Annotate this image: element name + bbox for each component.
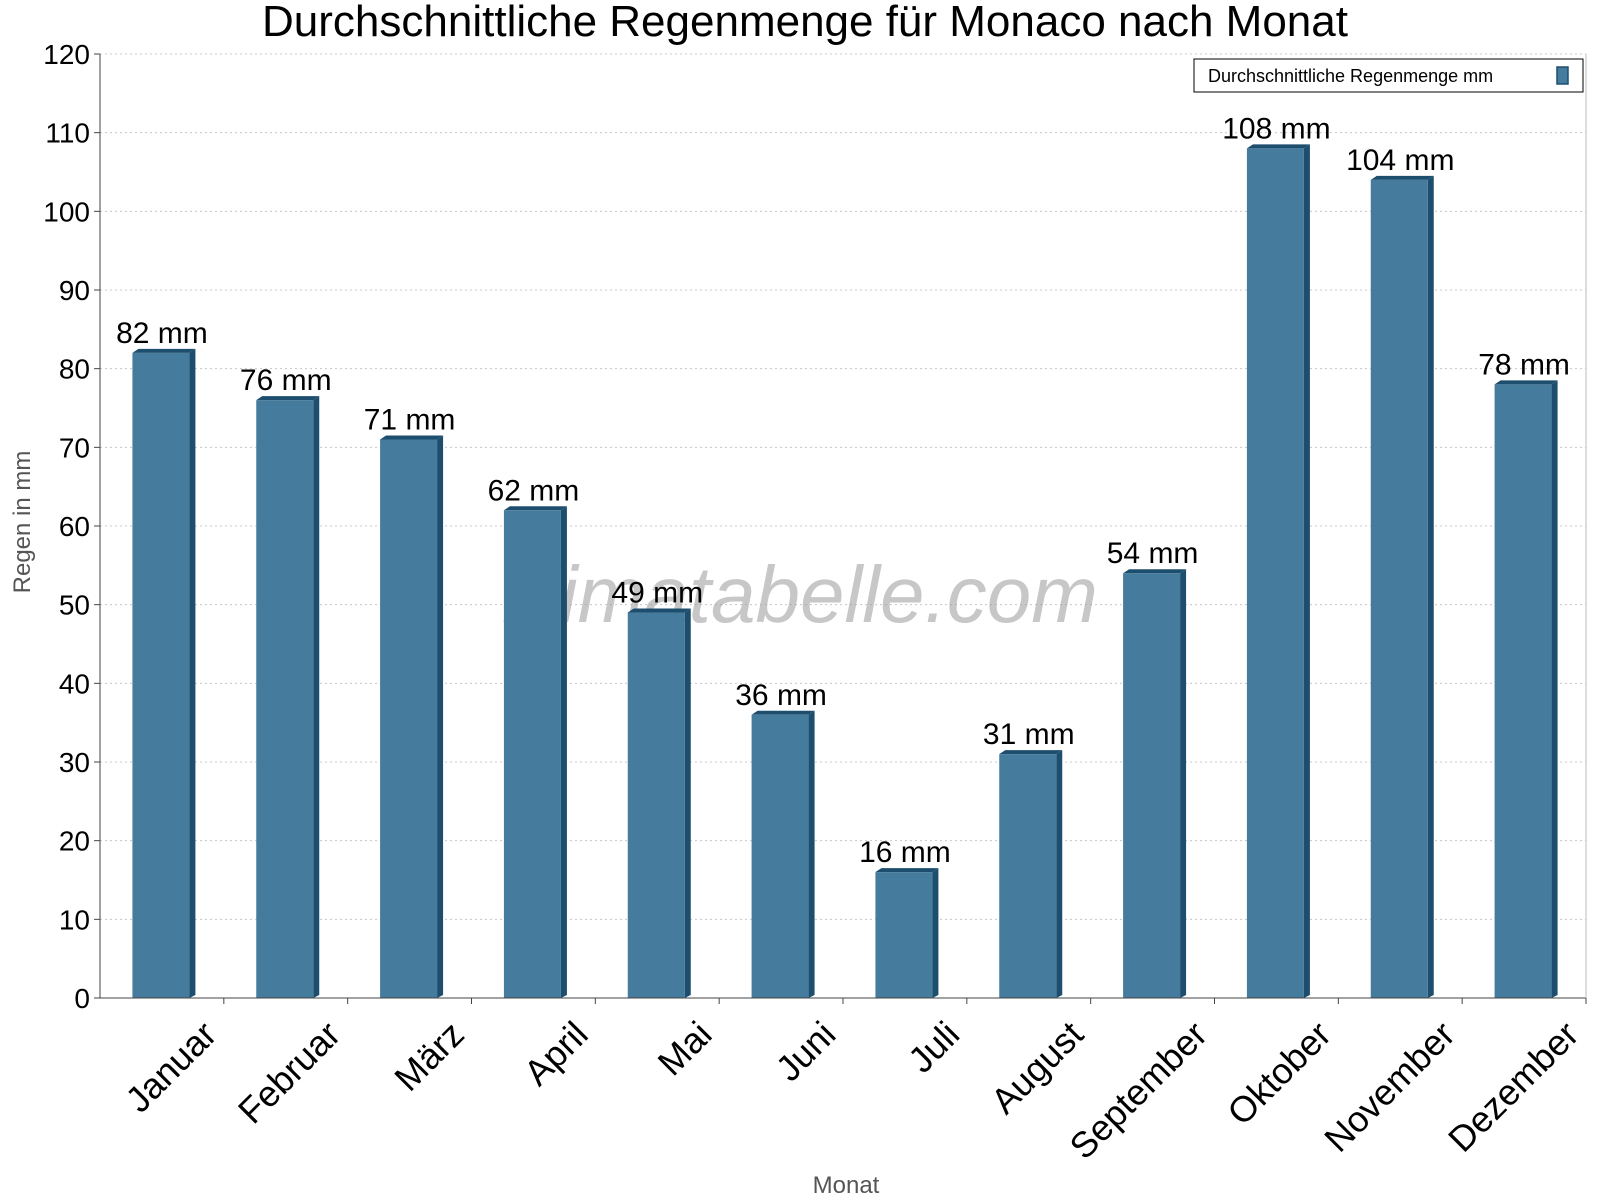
x-tick-label: Dezember: [1440, 1013, 1586, 1159]
bar: [1123, 569, 1187, 998]
bar: [627, 608, 691, 998]
grid-lines: [100, 53, 1586, 920]
bar-front: [380, 439, 438, 998]
bar-side: [808, 710, 815, 998]
x-tick-label: März: [386, 1013, 472, 1099]
bar: [1370, 175, 1434, 998]
bar-front: [256, 400, 314, 999]
value-label: 31 mm: [983, 718, 1075, 751]
bar-top: [1494, 380, 1558, 385]
bar-front: [999, 754, 1057, 998]
x-tick-label: Februar: [230, 1013, 348, 1131]
y-tick-label: 10: [59, 904, 90, 935]
x-tick-label: Oktober: [1219, 1013, 1339, 1133]
bar-front: [751, 714, 809, 998]
axes-group: [94, 53, 1587, 1004]
bar: [380, 435, 444, 998]
value-label: 104 mm: [1346, 144, 1454, 177]
value-label: 76 mm: [240, 364, 332, 397]
y-tick-label: 90: [59, 275, 90, 306]
bar-top: [1123, 569, 1187, 574]
x-tick-label: Mai: [650, 1013, 720, 1083]
bar: [1494, 380, 1558, 998]
bar-side: [313, 396, 320, 999]
y-tick-labels: 0 10 20 30 40 50 60 70 80 90 100 110 120: [43, 39, 90, 1014]
bar-top: [875, 868, 939, 873]
y-tick-label: 70: [59, 432, 90, 463]
chart-title: Durchschnittliche Regenmenge für Monaco …: [262, 0, 1348, 46]
bar-top: [627, 608, 691, 613]
x-tick-label: November: [1316, 1013, 1462, 1159]
x-tick-label: Juni: [768, 1013, 844, 1089]
bar-top: [751, 710, 815, 715]
bar: [503, 506, 567, 998]
value-label: 82 mm: [116, 317, 208, 350]
bar-side: [932, 868, 939, 998]
bar-top: [256, 396, 320, 401]
value-label: 54 mm: [1107, 537, 1199, 570]
y-tick-label: 50: [59, 590, 90, 621]
bar-side: [684, 608, 691, 998]
y-tick-label: 110: [45, 118, 90, 149]
bar: [999, 750, 1063, 998]
value-label: 71 mm: [364, 403, 456, 436]
value-label: 62 mm: [488, 474, 580, 507]
bar-front: [1123, 573, 1181, 998]
bar-side: [189, 348, 196, 998]
bar-top: [380, 435, 444, 440]
y-tick-label: 80: [59, 354, 90, 385]
bar: [256, 396, 320, 999]
value-label: 49 mm: [611, 577, 703, 610]
y-axis-title: Regen in mm: [9, 451, 36, 594]
y-tick-label: 30: [59, 747, 90, 778]
bar-side: [437, 435, 444, 998]
bar-top: [1370, 175, 1434, 180]
x-tick-label: April: [516, 1013, 596, 1093]
bar-front: [627, 612, 685, 998]
value-label: 78 mm: [1478, 348, 1570, 381]
bar-side: [1303, 144, 1310, 998]
watermark: klimatabelle.com: [502, 550, 1098, 639]
bar-side: [1551, 380, 1558, 998]
value-label: 108 mm: [1222, 112, 1330, 145]
legend-box: [1193, 58, 1584, 93]
legend-label: Durchschnittliche Regenmenge mm: [1208, 66, 1493, 86]
bar-front: [503, 510, 561, 998]
bar: [1246, 144, 1310, 998]
x-axis-title: Monat: [813, 1172, 880, 1199]
bar-side: [1056, 750, 1063, 998]
y-tick-label: 40: [59, 668, 90, 699]
legend-swatch: [1556, 66, 1569, 85]
x-tick-label: August: [983, 1013, 1091, 1121]
value-label: 16 mm: [859, 836, 951, 869]
bar: [132, 348, 196, 998]
bars-group: [132, 144, 1558, 999]
bar-top: [132, 348, 196, 353]
bar-front: [132, 352, 190, 998]
value-label: 36 mm: [735, 679, 827, 712]
x-tick-label: Juli: [900, 1013, 967, 1080]
bar-front: [875, 872, 933, 998]
bar-top: [503, 506, 567, 511]
bar: [751, 710, 815, 998]
bar: [875, 868, 939, 998]
y-tick-label: 120: [43, 39, 90, 70]
bar-front: [1370, 179, 1428, 998]
y-tick-label: 60: [59, 511, 90, 542]
x-tick-labels: Januar Februar März April Mai Juni Juli AugustS…: [117, 1013, 1586, 1167]
bar-side: [1180, 569, 1187, 998]
y-tick-label: 20: [59, 826, 90, 857]
x-tick-label: Januar: [117, 1013, 224, 1120]
value-labels: 82 mm 76 mm 71 mm 62 mm 49 mm 36 mm 16 mm 31 mm…: [116, 112, 1570, 869]
bar-front: [1494, 384, 1552, 998]
bar-top: [1246, 144, 1310, 149]
y-tick-label: 100: [43, 196, 90, 227]
y-tick-label: 0: [74, 983, 90, 1014]
bar-side: [560, 506, 567, 998]
bar-top: [999, 750, 1063, 755]
legend: Durchschnittliche Regenmenge mm: [1193, 58, 1584, 93]
bar-side: [1427, 175, 1434, 998]
bar-front: [1246, 148, 1304, 998]
